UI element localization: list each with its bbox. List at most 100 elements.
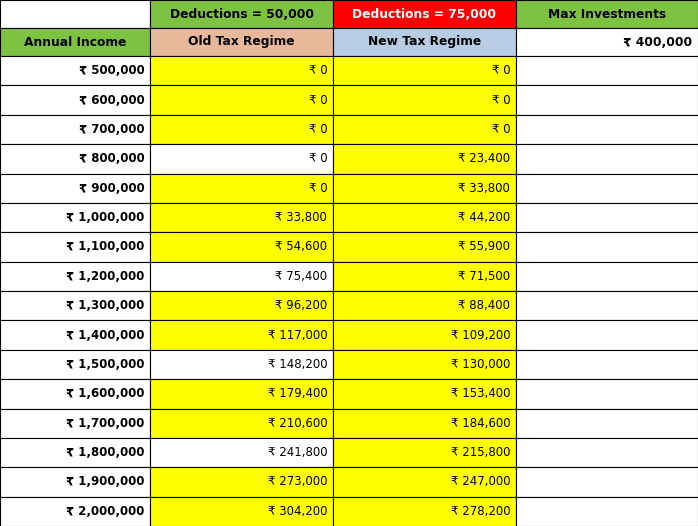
Bar xyxy=(516,320,698,350)
Bar xyxy=(333,28,516,56)
Text: ₹ 71,500: ₹ 71,500 xyxy=(458,270,510,283)
Bar xyxy=(516,350,698,379)
Bar xyxy=(150,379,333,409)
Bar xyxy=(333,232,516,261)
Text: ₹ 900,000: ₹ 900,000 xyxy=(79,181,144,195)
Text: ₹ 1,100,000: ₹ 1,100,000 xyxy=(66,240,144,254)
Bar xyxy=(150,467,333,497)
Bar xyxy=(150,144,333,174)
Text: ₹ 304,200: ₹ 304,200 xyxy=(268,505,327,518)
Bar xyxy=(516,261,698,291)
Bar xyxy=(333,350,516,379)
Text: ₹ 75,400: ₹ 75,400 xyxy=(275,270,327,283)
Bar xyxy=(0,85,150,115)
Text: ₹ 0: ₹ 0 xyxy=(491,64,510,77)
Text: ₹ 1,200,000: ₹ 1,200,000 xyxy=(66,270,144,283)
Bar xyxy=(333,115,516,144)
Text: ₹ 0: ₹ 0 xyxy=(309,123,327,136)
Text: ₹ 184,600: ₹ 184,600 xyxy=(451,417,510,430)
Text: ₹ 1,700,000: ₹ 1,700,000 xyxy=(66,417,144,430)
Bar xyxy=(150,438,333,467)
Bar xyxy=(516,0,698,28)
Bar xyxy=(150,409,333,438)
Text: ₹ 241,800: ₹ 241,800 xyxy=(268,446,327,459)
Bar xyxy=(516,467,698,497)
Text: ₹ 1,300,000: ₹ 1,300,000 xyxy=(66,299,144,312)
Text: ₹ 1,600,000: ₹ 1,600,000 xyxy=(66,387,144,400)
Bar xyxy=(516,379,698,409)
Text: ₹ 400,000: ₹ 400,000 xyxy=(623,35,692,48)
Text: ₹ 700,000: ₹ 700,000 xyxy=(79,123,144,136)
Bar xyxy=(150,115,333,144)
Text: ₹ 148,200: ₹ 148,200 xyxy=(268,358,327,371)
Text: Annual Income: Annual Income xyxy=(24,35,126,48)
Text: ₹ 0: ₹ 0 xyxy=(491,94,510,107)
Text: ₹ 247,000: ₹ 247,000 xyxy=(451,476,510,489)
Bar xyxy=(150,232,333,261)
Bar xyxy=(333,203,516,232)
Text: ₹ 54,600: ₹ 54,600 xyxy=(275,240,327,254)
Bar xyxy=(516,409,698,438)
Bar xyxy=(150,174,333,203)
Text: ₹ 500,000: ₹ 500,000 xyxy=(79,64,144,77)
Text: ₹ 1,900,000: ₹ 1,900,000 xyxy=(66,476,144,489)
Bar xyxy=(0,438,150,467)
Bar xyxy=(333,467,516,497)
Bar xyxy=(516,144,698,174)
Text: ₹ 179,400: ₹ 179,400 xyxy=(267,387,327,400)
Bar xyxy=(0,232,150,261)
Text: ₹ 96,200: ₹ 96,200 xyxy=(275,299,327,312)
Bar xyxy=(150,497,333,526)
Text: ₹ 44,200: ₹ 44,200 xyxy=(458,211,510,224)
Bar xyxy=(333,438,516,467)
Bar xyxy=(150,203,333,232)
Bar xyxy=(0,409,150,438)
Bar xyxy=(333,144,516,174)
Text: ₹ 130,000: ₹ 130,000 xyxy=(451,358,510,371)
Bar xyxy=(333,56,516,85)
Bar xyxy=(516,203,698,232)
Bar xyxy=(150,56,333,85)
Text: ₹ 215,800: ₹ 215,800 xyxy=(451,446,510,459)
Text: ₹ 210,600: ₹ 210,600 xyxy=(268,417,327,430)
Text: ₹ 2,000,000: ₹ 2,000,000 xyxy=(66,505,144,518)
Text: ₹ 800,000: ₹ 800,000 xyxy=(79,153,144,165)
Bar xyxy=(0,56,150,85)
Bar xyxy=(150,85,333,115)
Text: ₹ 33,800: ₹ 33,800 xyxy=(459,181,510,195)
Text: ₹ 273,000: ₹ 273,000 xyxy=(268,476,327,489)
Text: ₹ 33,800: ₹ 33,800 xyxy=(276,211,327,224)
Bar xyxy=(516,28,698,56)
Text: Deductions = 50,000: Deductions = 50,000 xyxy=(170,7,313,21)
Bar xyxy=(516,115,698,144)
Bar xyxy=(333,85,516,115)
Text: ₹ 109,200: ₹ 109,200 xyxy=(451,329,510,341)
Text: ₹ 55,900: ₹ 55,900 xyxy=(459,240,510,254)
Bar xyxy=(0,115,150,144)
Bar xyxy=(0,379,150,409)
Bar xyxy=(333,261,516,291)
Bar xyxy=(516,291,698,320)
Text: ₹ 278,200: ₹ 278,200 xyxy=(451,505,510,518)
Bar xyxy=(516,85,698,115)
Bar xyxy=(333,291,516,320)
Bar xyxy=(0,497,150,526)
Text: New Tax Regime: New Tax Regime xyxy=(368,35,481,48)
Text: ₹ 117,000: ₹ 117,000 xyxy=(268,329,327,341)
Bar xyxy=(150,0,333,28)
Bar xyxy=(150,28,333,56)
Bar xyxy=(0,144,150,174)
Bar xyxy=(0,261,150,291)
Bar xyxy=(516,174,698,203)
Text: ₹ 0: ₹ 0 xyxy=(309,153,327,165)
Text: ₹ 600,000: ₹ 600,000 xyxy=(79,94,144,107)
Bar xyxy=(0,203,150,232)
Bar xyxy=(333,497,516,526)
Text: ₹ 153,400: ₹ 153,400 xyxy=(451,387,510,400)
Bar xyxy=(516,497,698,526)
Bar xyxy=(0,28,150,56)
Text: Max Investments: Max Investments xyxy=(548,7,666,21)
Bar xyxy=(333,409,516,438)
Bar xyxy=(333,0,516,28)
Text: ₹ 0: ₹ 0 xyxy=(309,94,327,107)
